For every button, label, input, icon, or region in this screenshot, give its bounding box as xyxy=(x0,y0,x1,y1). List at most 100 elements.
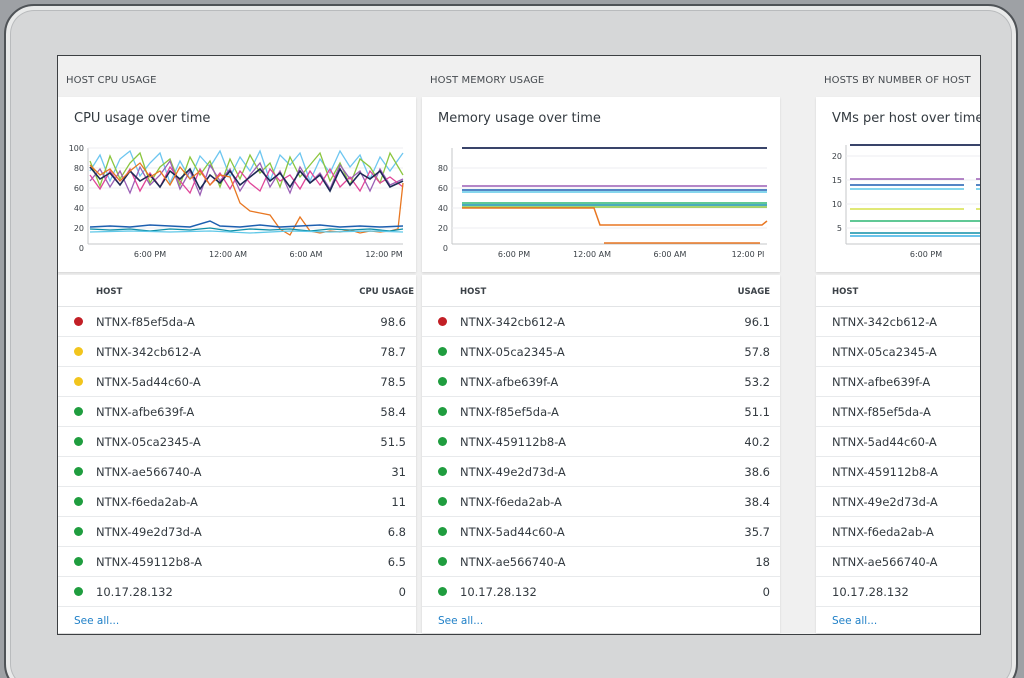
x-tick: 12:00 PM xyxy=(365,250,402,259)
see-all-link[interactable]: See all... xyxy=(74,615,120,627)
host-name: NTNX-afbe639f-A xyxy=(832,375,931,389)
x-tick: 12:00 AM xyxy=(573,250,611,259)
vms-host-table: HOST NTNX-342cb612-A NTNX-05ca2345-A NTN… xyxy=(816,275,980,633)
x-tick: 6:00 AM xyxy=(290,250,323,259)
series-line xyxy=(89,166,404,193)
usage-value: 35.7 xyxy=(744,525,770,539)
x-tick: 12:00 PI xyxy=(732,250,765,259)
usage-value: 51.1 xyxy=(744,405,770,419)
host-name: NTNX-05ca2345-A xyxy=(96,435,201,449)
vms-chart-title: VMs per host over time xyxy=(832,111,981,126)
table-row[interactable]: NTNX-05ca2345-A 57.8 xyxy=(422,337,780,367)
series-line xyxy=(89,162,404,236)
usage-value: 78.5 xyxy=(380,375,406,389)
vms-series-lines xyxy=(850,144,980,237)
usage-value: 6.8 xyxy=(387,525,406,539)
table-header: HOST CPU USAGE xyxy=(58,275,416,307)
host-name: NTNX-459112b8-A xyxy=(96,555,202,569)
host-name: NTNX-342cb612-A xyxy=(832,315,937,329)
table-row[interactable]: NTNX-f6eda2ab-A xyxy=(816,517,980,547)
table-row[interactable]: NTNX-342cb612-A xyxy=(816,307,980,337)
table-row[interactable]: NTNX-49e2d73d-A xyxy=(816,487,980,517)
table-row[interactable]: NTNX-ae566740-A 31 xyxy=(58,457,416,487)
host-name: NTNX-342cb612-A xyxy=(96,345,201,359)
usage-value: 58.4 xyxy=(380,405,406,419)
y-tick: 100 xyxy=(69,144,84,153)
cpu-rows: NTNX-f85ef5da-A 98.6 NTNX-342cb612-A 78.7 … xyxy=(58,307,416,607)
table-row[interactable]: NTNX-afbe639f-A xyxy=(816,367,980,397)
status-dot xyxy=(74,587,83,596)
host-name: NTNX-f85ef5da-A xyxy=(96,315,195,329)
memory-series-lines xyxy=(462,147,768,244)
table-row[interactable]: NTNX-5ad44c60-A 78.5 xyxy=(58,367,416,397)
table-row[interactable]: NTNX-342cb612-A 96.1 xyxy=(422,307,780,337)
section-label-cpu: HOST CPU USAGE xyxy=(66,75,157,86)
usage-value: 11 xyxy=(391,495,406,509)
table-row[interactable]: NTNX-459112b8-A 40.2 xyxy=(422,427,780,457)
memory-chart-title: Memory usage over time xyxy=(438,111,601,126)
table-row[interactable]: NTNX-459112b8-A xyxy=(816,457,980,487)
series-line xyxy=(89,220,404,228)
usage-value: 96.1 xyxy=(744,315,770,329)
table-row[interactable]: NTNX-afbe639f-A 53.2 xyxy=(422,367,780,397)
column-header-usage[interactable]: USAGE xyxy=(737,287,770,297)
usage-value: 31 xyxy=(391,465,406,479)
x-tick: 6:00 PM xyxy=(134,250,166,259)
usage-value: 38.4 xyxy=(744,495,770,509)
y-tick: 5 xyxy=(837,224,842,233)
x-tick: 6:00 PM xyxy=(910,250,942,259)
table-row[interactable]: 10.17.28.132 xyxy=(816,577,980,607)
table-row[interactable]: NTNX-ae566740-A 18 xyxy=(422,547,780,577)
status-dot xyxy=(74,347,83,356)
table-row[interactable]: NTNX-49e2d73d-A 38.6 xyxy=(422,457,780,487)
table-row[interactable]: NTNX-f85ef5da-A xyxy=(816,397,980,427)
column-header-cpu-usage[interactable]: CPU USAGE xyxy=(359,287,414,297)
series-line xyxy=(89,230,404,234)
cpu-usage-chart: 100 80 60 40 20 0 6:00 PM xyxy=(69,144,404,259)
usage-value: 98.6 xyxy=(380,315,406,329)
x-tick: 12:00 AM xyxy=(209,250,247,259)
table-row[interactable]: 10.17.28.132 0 xyxy=(422,577,780,607)
status-dot xyxy=(438,497,447,506)
host-name: NTNX-05ca2345-A xyxy=(460,345,565,359)
table-row[interactable]: NTNX-f85ef5da-A 51.1 xyxy=(422,397,780,427)
table-row[interactable]: NTNX-05ca2345-A 51.5 xyxy=(58,427,416,457)
memory-usage-chart: 80 60 40 20 0 6:00 PM 12:00 AM 6:00 AM xyxy=(438,147,768,259)
cpu-chart-card[interactable]: CPU usage over time 100 80 60 40 20 0 xyxy=(58,97,416,272)
column-header-host[interactable]: HOST xyxy=(96,287,123,297)
status-dot xyxy=(438,557,447,566)
usage-value: 6.5 xyxy=(387,555,406,569)
table-row[interactable]: NTNX-f6eda2ab-A 38.4 xyxy=(422,487,780,517)
table-row[interactable]: 10.17.28.132 0 xyxy=(58,577,416,607)
table-row[interactable]: NTNX-459112b8-A 6.5 xyxy=(58,547,416,577)
host-name: 10.17.28.132 xyxy=(832,585,909,599)
usage-value: 53.2 xyxy=(744,375,770,389)
usage-value: 0 xyxy=(398,585,406,599)
y-tick: 80 xyxy=(74,164,84,173)
vms-chart-card[interactable]: VMs per host over time 20 15 10 5 6:00 P… xyxy=(816,97,981,272)
table-row[interactable]: NTNX-5ad44c60-A 35.7 xyxy=(422,517,780,547)
table-row[interactable]: NTNX-ae566740-A xyxy=(816,547,980,577)
column-header-host[interactable]: HOST xyxy=(832,287,859,297)
table-row[interactable]: NTNX-afbe639f-A 58.4 xyxy=(58,397,416,427)
table-row[interactable]: NTNX-49e2d73d-A 6.8 xyxy=(58,517,416,547)
y-tick: 60 xyxy=(74,184,84,193)
x-tick: 6:00 PM xyxy=(498,250,530,259)
table-row[interactable]: NTNX-f85ef5da-A 98.6 xyxy=(58,307,416,337)
memory-rows: NTNX-342cb612-A 96.1 NTNX-05ca2345-A 57.8 … xyxy=(422,307,780,607)
status-dot xyxy=(74,497,83,506)
host-name: 10.17.28.132 xyxy=(460,585,537,599)
table-row[interactable]: NTNX-f6eda2ab-A 11 xyxy=(58,487,416,517)
host-name: NTNX-f6eda2ab-A xyxy=(832,525,934,539)
see-all-link[interactable]: See all... xyxy=(438,615,484,627)
series-line xyxy=(89,149,404,185)
usage-value: 38.6 xyxy=(744,465,770,479)
table-row[interactable]: NTNX-05ca2345-A xyxy=(816,337,980,367)
y-tick: 20 xyxy=(74,224,84,233)
memory-chart-card[interactable]: Memory usage over time 80 60 40 20 0 xyxy=(422,97,780,272)
column-header-host[interactable]: HOST xyxy=(460,287,487,297)
table-row[interactable]: NTNX-342cb612-A 78.7 xyxy=(58,337,416,367)
see-all-link[interactable]: See all... xyxy=(832,615,878,627)
series-line xyxy=(89,159,404,197)
table-row[interactable]: NTNX-5ad44c60-A xyxy=(816,427,980,457)
